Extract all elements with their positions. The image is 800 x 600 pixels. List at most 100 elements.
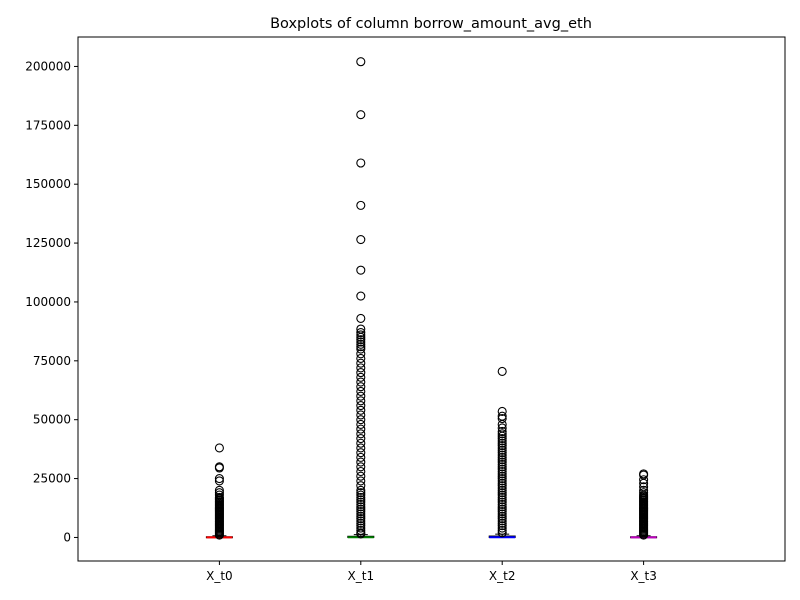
outlier-point (356, 405, 366, 415)
outlier-point (497, 464, 507, 474)
outlier-point (356, 335, 366, 345)
outlier-point (356, 377, 366, 387)
outlier-point (497, 452, 507, 462)
outlier-point (356, 328, 366, 338)
outlier-point (214, 474, 224, 484)
x-tick-label: X_t3 (630, 569, 657, 583)
outlier-point (214, 476, 224, 486)
outlier-point (497, 499, 507, 510)
outlier-point (497, 521, 507, 531)
outlier-point (356, 462, 366, 472)
outlier-point (497, 426, 507, 437)
outlier-point (497, 466, 507, 477)
outlier-point (356, 481, 366, 491)
outlier-point (356, 523, 366, 533)
outlier-point (497, 450, 507, 460)
x-tick-label: X_t2 (489, 569, 516, 583)
outlier-point (497, 528, 507, 538)
outlier-point (356, 429, 366, 439)
outlier-point (497, 438, 507, 448)
outlier-point (356, 476, 366, 486)
outlier-point (497, 457, 507, 467)
outlier-point (497, 523, 507, 533)
outlier-point (356, 358, 366, 368)
outlier-point (497, 431, 507, 441)
outlier-point (356, 497, 366, 507)
outlier-point (356, 525, 366, 535)
y-tick-label: 125000 (25, 236, 71, 250)
axes-frame (77, 36, 786, 562)
outlier-point (214, 463, 224, 473)
outlier-point (497, 485, 507, 495)
outlier-point (356, 344, 366, 354)
outlier-point (356, 488, 366, 498)
outlier-point (497, 474, 507, 484)
box-group (205, 443, 233, 540)
y-axis: 0 25000 50000 75000 100000 125000 150000 175000… (25, 59, 78, 544)
outlier-point (356, 502, 366, 512)
y-tick-label: 25000 (33, 472, 71, 486)
outlier-point (356, 110, 366, 120)
outlier-point (356, 330, 366, 340)
outlier-point (497, 506, 507, 517)
outlier-point (214, 530, 224, 540)
outlier-point (497, 455, 507, 465)
outlier-point (356, 511, 366, 521)
outlier-point (356, 337, 366, 347)
outlier-point (497, 436, 507, 446)
outlier-point (356, 466, 366, 477)
outlier-point (497, 509, 507, 519)
outlier-point (497, 504, 507, 514)
outlier-point (356, 332, 366, 342)
outlier-point (639, 530, 649, 540)
outlier-point (497, 525, 507, 535)
outlier-point (497, 497, 507, 507)
outlier-point (497, 483, 507, 493)
outlier-point (356, 471, 366, 481)
outlier-point (497, 488, 507, 498)
outlier-point (356, 457, 366, 467)
outlier-point (356, 396, 366, 406)
outlier-point (497, 511, 507, 521)
outlier-point (497, 514, 507, 524)
outlier-point (356, 495, 366, 505)
outlier-point (497, 490, 507, 500)
outlier-point (356, 438, 366, 448)
outlier-point (497, 445, 507, 455)
x-tick-label: X_t1 (348, 569, 375, 583)
outlier-point (356, 424, 366, 434)
outlier-point (356, 57, 366, 67)
outlier-point (356, 448, 366, 458)
outlier-point (497, 406, 507, 417)
outlier-point (356, 516, 366, 526)
y-tick-label: 175000 (25, 118, 71, 132)
outlier-point (356, 452, 366, 462)
outlier-point (356, 200, 366, 210)
outlier-point (356, 363, 366, 373)
outlier-point (356, 158, 366, 168)
outlier-point (497, 441, 507, 451)
chart-title: Boxplots of column borrow_amount_avg_eth (270, 16, 592, 32)
outlier-point (356, 313, 366, 323)
y-tick-label: 200000 (25, 59, 71, 73)
outlier-point (356, 518, 366, 528)
outlier-point (356, 415, 366, 425)
outlier-point (639, 475, 649, 485)
outlier-point (497, 429, 507, 439)
outlier-point (356, 506, 366, 517)
outlier-point (497, 448, 507, 458)
outlier-point (497, 366, 507, 376)
outlier-point (356, 509, 366, 519)
outlier-point (497, 413, 507, 424)
outlier-point (639, 478, 649, 488)
outlier-point (497, 518, 507, 528)
outlier-point (356, 485, 366, 495)
outlier-point (497, 471, 507, 481)
x-tick-label: X_t0 (206, 569, 233, 583)
outlier-point (356, 382, 366, 392)
outlier-point (356, 514, 366, 524)
outlier-point (356, 529, 366, 539)
outlier-point (497, 495, 507, 505)
outlier-point (214, 443, 224, 453)
y-tick-label: 0 (63, 530, 71, 544)
